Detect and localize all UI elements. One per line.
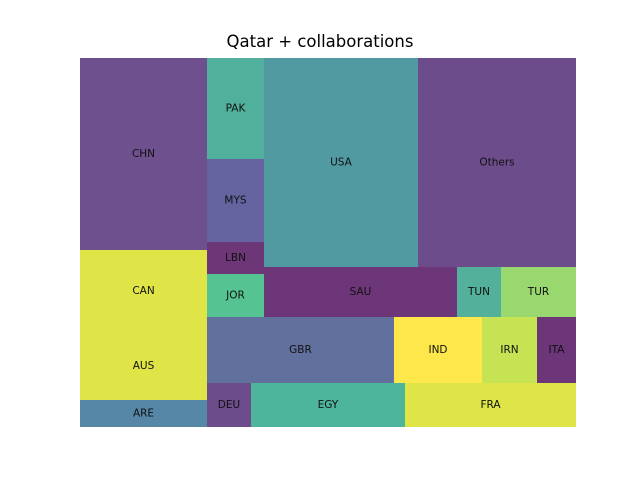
- treemap-tile-ind: [394, 317, 482, 383]
- treemap-tile-deu: [207, 383, 251, 427]
- treemap-tile-usa: [264, 58, 418, 267]
- treemap-label-gbr: GBR: [289, 344, 312, 356]
- treemap-label-others: Others: [479, 157, 514, 169]
- treemap-label-can: CAN: [132, 285, 154, 297]
- treemap-label-aus: AUS: [133, 360, 155, 372]
- treemap-tile-lbn: [207, 242, 264, 274]
- treemap-tile-chn: [80, 58, 207, 250]
- treemap-tile-mys: [207, 159, 264, 242]
- treemap-label-mys: MYS: [224, 195, 246, 207]
- treemap-label-are: ARE: [133, 408, 154, 420]
- treemap-tile-can: [80, 250, 207, 333]
- treemap-tile-gbr: [207, 317, 394, 383]
- treemap-label-ita: ITA: [549, 344, 566, 356]
- treemap-label-ind: IND: [428, 344, 447, 356]
- treemap-tile-aus: [80, 333, 207, 400]
- treemap-tile-others: [418, 58, 576, 267]
- treemap-label-egy: EGY: [318, 399, 339, 411]
- treemap-label-usa: USA: [330, 157, 353, 169]
- treemap-label-fra: FRA: [480, 399, 501, 411]
- treemap-label-tur: TUR: [527, 286, 549, 298]
- treemap-label-pak: PAK: [226, 103, 247, 115]
- treemap-label-deu: DEU: [218, 399, 240, 411]
- treemap-label-sau: SAU: [350, 286, 372, 298]
- treemap-tile-pak: [207, 58, 264, 159]
- treemap-tile-egy: [251, 383, 405, 427]
- treemap-label-tun: TUN: [467, 286, 490, 298]
- treemap-tile-sau: [264, 267, 457, 317]
- treemap-tile-ita: [537, 317, 576, 383]
- treemap-tile-are: [80, 400, 207, 427]
- chart-title: Qatar + collaborations: [226, 32, 414, 51]
- treemap-tile-fra: [405, 383, 576, 427]
- treemap-tile-tun: [457, 267, 501, 317]
- treemap-label-jor: JOR: [225, 290, 245, 302]
- treemap-tile-irn: [482, 317, 537, 383]
- treemap-label-irn: IRN: [500, 344, 518, 356]
- treemap-tile-jor: [207, 274, 264, 317]
- treemap-label-lbn: LBN: [225, 252, 246, 264]
- treemap-tile-tur: [501, 267, 576, 317]
- treemap-label-chn: CHN: [132, 148, 155, 160]
